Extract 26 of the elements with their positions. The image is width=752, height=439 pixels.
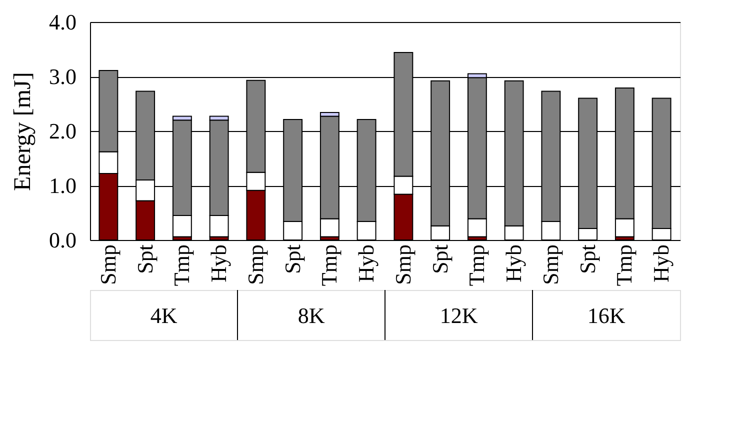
x-tick-label: Tmp — [316, 244, 342, 286]
text: 12K — [440, 303, 478, 328]
x-tick-label: Spt — [132, 244, 158, 274]
y-tick-label: 3.0 — [49, 64, 76, 89]
x-tick-label: Spt — [427, 244, 452, 274]
text: 16K — [587, 303, 626, 328]
x-tick-label: Hyb — [206, 244, 232, 282]
text: 8K — [298, 303, 325, 328]
y-tick-label: 2.0 — [49, 118, 76, 144]
y-tick-label: 1.0 — [49, 173, 76, 198]
x-tick-label: Spt — [574, 244, 600, 274]
y-tick-label: 0.0 — [49, 228, 76, 252]
x-tick-label: Smp — [538, 244, 563, 285]
x-tick-label: Tmp — [169, 244, 194, 286]
x-tick-label: Tmp — [612, 244, 637, 286]
x-tick-label: Smp — [242, 244, 268, 285]
x-tick-label: Hyb — [501, 244, 526, 282]
x-tick-label: Tmp — [464, 244, 490, 286]
x-tick-label: Smp — [95, 244, 120, 285]
x-tick-label: Hyb — [354, 244, 379, 282]
x-tick-label: Hyb — [648, 244, 674, 282]
y-tick-label: 4.0 — [49, 10, 76, 34]
x-tick-label: Smp — [390, 244, 416, 285]
x-tick-label: Spt — [280, 244, 305, 274]
text: 4K — [150, 303, 178, 328]
y-axis-title: Energy [mJ] — [10, 72, 36, 191]
